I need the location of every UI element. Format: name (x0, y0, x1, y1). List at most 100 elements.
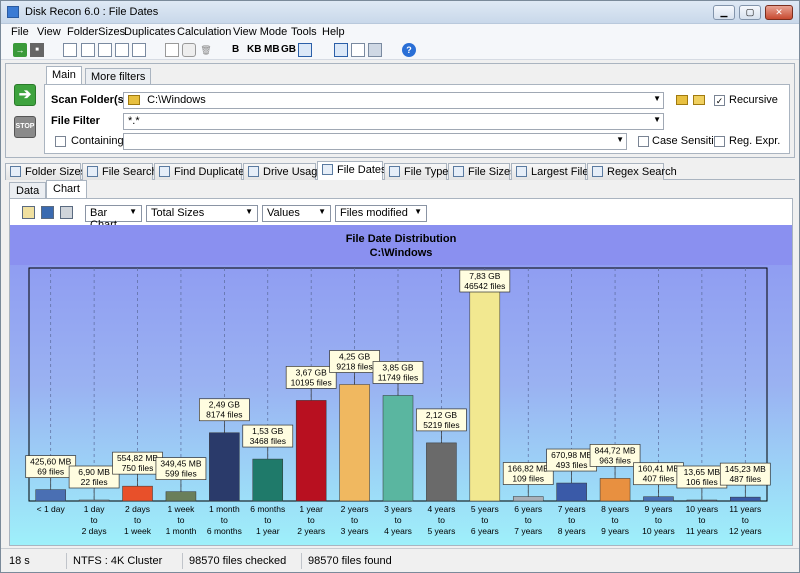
tab-regex-search[interactable]: Regex Search (587, 163, 677, 180)
bars (35, 286, 761, 502)
x-tick-label: 1 day (84, 504, 106, 514)
tab-chart[interactable]: Chart (46, 180, 87, 199)
filesystem-info: NTFS : 4K Cluster (66, 553, 176, 569)
x-tick-label: 1 year (299, 504, 323, 514)
export-csv-icon[interactable] (63, 43, 77, 57)
data-label-size: 160,41 MB (638, 464, 679, 474)
menu-view-mode[interactable]: View Mode (233, 26, 288, 38)
app-icon (7, 6, 19, 18)
chevron-down-icon[interactable]: ▼ (616, 135, 624, 144)
menu-view[interactable]: View (37, 26, 61, 38)
data-label-size: 4,25 GB (339, 352, 371, 362)
unit-mb-button[interactable]: MB (264, 44, 280, 55)
save-icon[interactable] (41, 206, 54, 219)
tab-folder-sizes[interactable]: Folder Sizes (5, 163, 86, 180)
tab-file-search[interactable]: File Search (82, 163, 158, 180)
split-view-icon[interactable] (334, 43, 348, 57)
x-tick-label: 4 years (427, 504, 455, 514)
reg-expr-label: Reg. Expr. (729, 135, 781, 147)
tab-more-filters[interactable]: More filters (85, 68, 152, 85)
recursive-checkbox[interactable]: ✓ (714, 95, 725, 106)
print-icon[interactable] (60, 206, 73, 219)
data-label-count: 46542 files (464, 281, 505, 291)
maximize-button[interactable]: ▢ (739, 5, 761, 20)
data-label-box (416, 408, 467, 432)
containing-input[interactable]: ▼ (123, 133, 627, 150)
tab-main[interactable]: Main (46, 66, 82, 85)
chevron-down-icon: ▼ (129, 207, 137, 216)
menu-duplicates[interactable]: Duplicates (124, 26, 176, 38)
tab-data[interactable]: Data (9, 182, 47, 199)
delete-icon[interactable]: 🗑 (200, 45, 212, 55)
menu-file[interactable]: File (11, 26, 29, 38)
menu-calculation[interactable]: Calculation (177, 26, 232, 38)
x-tick-label: to (308, 515, 315, 525)
chevron-down-icon[interactable]: ▼ (653, 115, 661, 124)
data-label-count: 8174 files (206, 410, 242, 420)
rename-icon[interactable] (182, 43, 196, 57)
unit-b-button[interactable]: B (232, 44, 240, 55)
menu-tools[interactable]: Tools (291, 26, 317, 38)
export-html-icon[interactable] (81, 43, 95, 57)
tab-file-dates[interactable]: File Dates (317, 161, 387, 180)
unit-kb-button[interactable]: KB (247, 44, 262, 55)
close-button[interactable]: ✕ (765, 5, 793, 20)
export-xls-icon[interactable] (115, 43, 129, 57)
tab-file-sizes[interactable]: File Sizes (448, 163, 516, 180)
x-tick-label: to (698, 515, 705, 525)
x-tick-label: 6 months (207, 526, 242, 536)
x-tick-label: 11 years (686, 526, 718, 536)
menu-foldersizes[interactable]: FolderSizes (67, 26, 126, 38)
data-label-size: 670,98 MB (551, 450, 592, 460)
go-button[interactable]: ➔ (14, 84, 36, 106)
export-xml-icon[interactable] (98, 43, 112, 57)
add-folder-icon[interactable] (693, 95, 705, 105)
data-label-box (155, 457, 207, 480)
x-tick-label: 8 years (601, 504, 629, 514)
data-label-count: 963 files (599, 455, 631, 465)
menu-help[interactable]: Help (322, 26, 345, 38)
drive-usage-icon (248, 166, 259, 177)
chevron-down-icon[interactable]: ▼ (653, 94, 661, 103)
stop-icon[interactable]: ■ (30, 43, 44, 57)
case-sensitive-checkbox[interactable] (638, 136, 649, 147)
containing-checkbox[interactable] (55, 136, 66, 147)
browse-folder-icon[interactable] (676, 95, 688, 105)
go-icon[interactable]: → (13, 43, 27, 57)
image-icon[interactable] (368, 43, 382, 57)
data-label-size: 7,83 GB (469, 271, 501, 281)
bar (686, 499, 718, 502)
tab-largest-files[interactable]: Largest Files (511, 163, 594, 180)
display-select[interactable]: Values ▼ (262, 205, 331, 222)
x-tick-label: to (612, 515, 619, 525)
data-label-count: 493 files (556, 460, 588, 470)
x-tick-label: 9 years (645, 504, 673, 514)
data-label-box (285, 366, 337, 389)
properties-icon[interactable] (165, 43, 179, 57)
tab-find-duplicates[interactable]: Find Duplicates (154, 163, 250, 180)
mode-select[interactable]: Files modified ▼ (335, 205, 427, 222)
x-tick-label: 2 days (82, 526, 107, 536)
stop-button[interactable]: STOP (14, 116, 36, 138)
preview-icon[interactable] (351, 43, 365, 57)
file-filter-input[interactable]: *.* ▼ (123, 113, 664, 130)
x-tick-label: to (394, 515, 401, 525)
tab-drive-usage[interactable]: Drive Usage (243, 163, 324, 180)
minimize-button[interactable]: ▁ (713, 5, 735, 20)
clipboard-icon[interactable] (22, 206, 35, 219)
data-label-size: 349,45 MB (160, 459, 201, 469)
export-pdf-icon[interactable] (132, 43, 146, 57)
unit-gb-button[interactable]: GB (281, 44, 296, 55)
reg-expr-checkbox[interactable] (714, 136, 725, 147)
measure-select[interactable]: Total Sizes ▼ (146, 205, 258, 222)
auto-unit-icon[interactable] (298, 43, 312, 57)
help-icon[interactable]: ? (402, 43, 416, 57)
tab-file-types[interactable]: File Types (384, 163, 454, 180)
chart-type-select[interactable]: Bar Chart▼ (85, 205, 142, 231)
scan-folder-input[interactable]: C:\Windows ▼ (123, 92, 664, 109)
x-tick-label: 12 years (729, 526, 762, 536)
x-tick-label: 9 years (601, 526, 629, 536)
data-label-size: 6,90 MB (78, 467, 110, 477)
bar (122, 485, 153, 502)
